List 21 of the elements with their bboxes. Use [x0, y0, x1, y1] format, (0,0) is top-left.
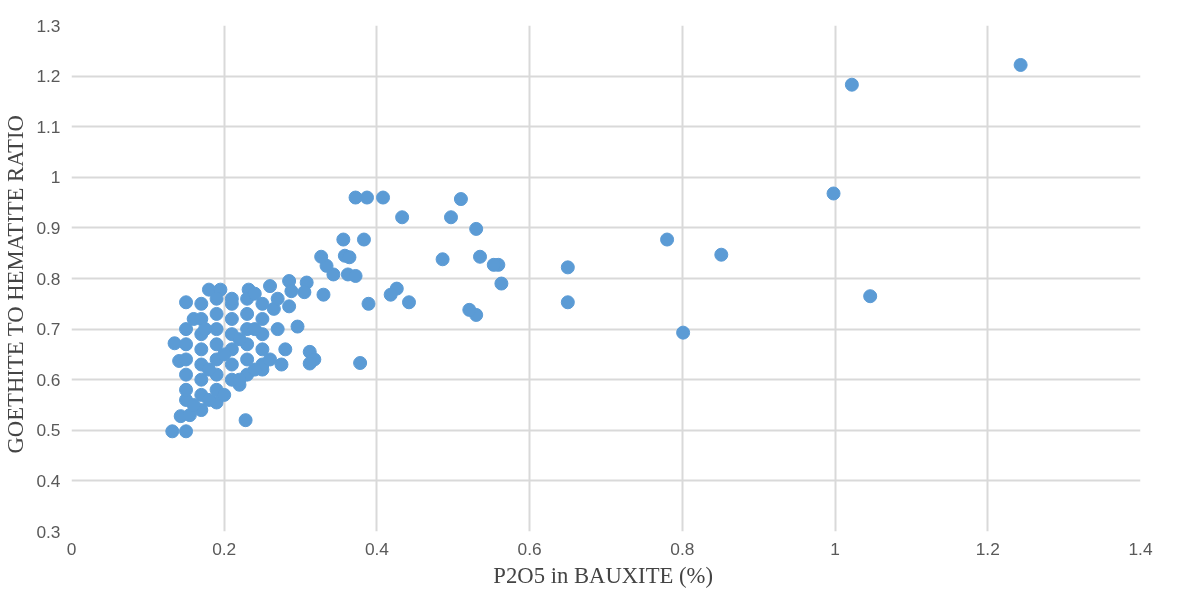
y-tick-label: 0.9 — [36, 217, 61, 238]
y-axis-title: GOETHITE TO HEMATITE RATIO — [3, 115, 29, 454]
x-tick-label: 0.8 — [670, 538, 695, 559]
y-tick-label: 1 — [50, 167, 61, 188]
x-tick-label: 0.4 — [364, 538, 390, 559]
x-tick-label: 1 — [830, 538, 840, 559]
y-tick-label: 1.1 — [36, 116, 61, 137]
x-tick-label: 1.2 — [975, 538, 1000, 559]
y-tick-label: 0.8 — [36, 268, 61, 289]
x-tick-label: 0 — [66, 538, 77, 559]
x-tick-label: 0.2 — [212, 538, 237, 559]
y-tick-label: 0.5 — [36, 420, 61, 441]
y-tick-label: 0.6 — [36, 369, 61, 390]
x-tick-label: 0.6 — [517, 538, 542, 559]
x-tick-label: 1.4 — [1128, 538, 1153, 559]
y-tick-label: 0.3 — [36, 521, 61, 542]
y-tick-label: 1.2 — [36, 66, 61, 87]
y-tick-label: 1.3 — [36, 15, 61, 36]
y-tick-label: 0.7 — [36, 319, 61, 340]
y-tick-label: 0.4 — [36, 470, 61, 491]
x-axis-title: P2O5 in BAUXITE (%) — [493, 562, 713, 588]
